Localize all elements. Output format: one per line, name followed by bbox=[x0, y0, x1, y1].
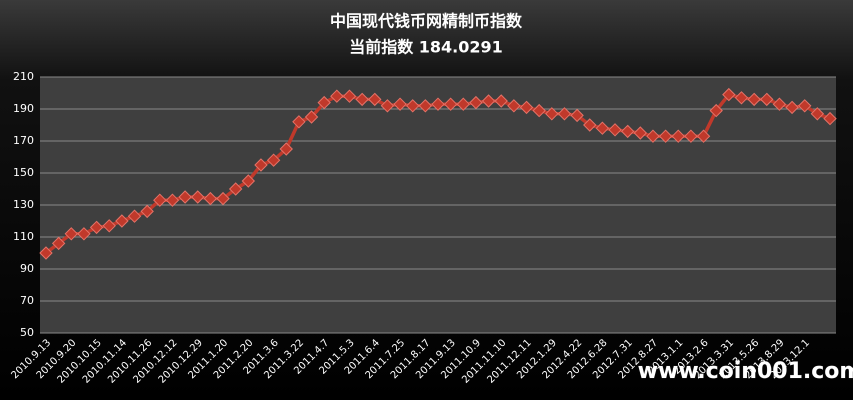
data-point bbox=[633, 126, 648, 140]
data-point bbox=[292, 115, 306, 129]
data-point bbox=[153, 193, 167, 207]
data-point bbox=[304, 110, 319, 124]
y-tick-label: 170 bbox=[13, 134, 34, 147]
data-point bbox=[140, 204, 154, 219]
y-tick-label: 130 bbox=[13, 198, 34, 211]
data-point bbox=[380, 99, 395, 113]
data-point bbox=[456, 97, 470, 111]
data-point bbox=[798, 99, 812, 113]
data-point bbox=[443, 97, 458, 111]
data-point bbox=[620, 124, 635, 139]
data-point bbox=[342, 89, 357, 103]
data-point bbox=[545, 107, 559, 121]
data-point bbox=[684, 129, 698, 143]
data-point bbox=[418, 99, 433, 113]
data-point bbox=[102, 219, 116, 233]
data-point bbox=[785, 100, 799, 115]
data-point bbox=[39, 246, 53, 260]
data-point bbox=[216, 191, 230, 206]
data-point bbox=[355, 92, 369, 107]
data-point bbox=[557, 107, 572, 121]
y-tick-label: 150 bbox=[13, 166, 34, 179]
data-point bbox=[760, 92, 774, 107]
data-point bbox=[254, 158, 268, 172]
data-point bbox=[722, 87, 736, 102]
data-point bbox=[165, 193, 180, 207]
data-point bbox=[203, 191, 218, 206]
y-tick-label: 190 bbox=[13, 102, 34, 115]
data-point bbox=[406, 99, 420, 113]
data-point bbox=[810, 107, 825, 121]
data-point bbox=[393, 97, 407, 111]
chart-subtitle: 当前指数 184.0291 bbox=[349, 38, 503, 57]
y-tick-label: 50 bbox=[20, 326, 34, 339]
data-point bbox=[823, 111, 837, 126]
data-point bbox=[279, 142, 293, 156]
data-point bbox=[608, 123, 622, 137]
data-point bbox=[772, 97, 787, 111]
data-point bbox=[368, 92, 382, 107]
data-point bbox=[51, 236, 66, 251]
data-point bbox=[734, 91, 749, 105]
data-point bbox=[431, 97, 445, 111]
data-point bbox=[266, 153, 281, 167]
data-point bbox=[77, 227, 91, 241]
data-point bbox=[709, 103, 723, 118]
data-point bbox=[570, 108, 584, 123]
data-point bbox=[228, 182, 243, 196]
data-point bbox=[519, 100, 534, 115]
y-tick-label: 210 bbox=[13, 70, 34, 83]
data-point bbox=[127, 209, 142, 223]
data-point bbox=[115, 214, 129, 228]
y-tick-label: 110 bbox=[13, 230, 34, 243]
data-point bbox=[747, 92, 761, 107]
data-point bbox=[494, 94, 508, 108]
data-point bbox=[191, 190, 205, 204]
data-point bbox=[481, 94, 496, 108]
y-tick-label: 70 bbox=[20, 294, 34, 307]
data-point bbox=[671, 129, 685, 143]
data-point bbox=[507, 99, 521, 113]
data-point bbox=[178, 190, 192, 204]
chart-title: 中国现代钱币网精制币指数 bbox=[330, 12, 523, 31]
data-point bbox=[317, 95, 331, 110]
data-point bbox=[330, 89, 344, 103]
data-point bbox=[646, 129, 660, 143]
data-point bbox=[241, 174, 256, 188]
data-point bbox=[658, 129, 673, 143]
y-tick-label: 90 bbox=[20, 262, 34, 275]
data-point bbox=[64, 227, 78, 241]
data-point bbox=[583, 118, 597, 132]
watermark: www.coin001.com bbox=[638, 359, 853, 384]
data-point bbox=[89, 220, 104, 235]
data-point bbox=[532, 103, 546, 118]
data-point bbox=[469, 95, 483, 110]
data-point bbox=[595, 121, 610, 135]
data-point bbox=[696, 129, 711, 143]
